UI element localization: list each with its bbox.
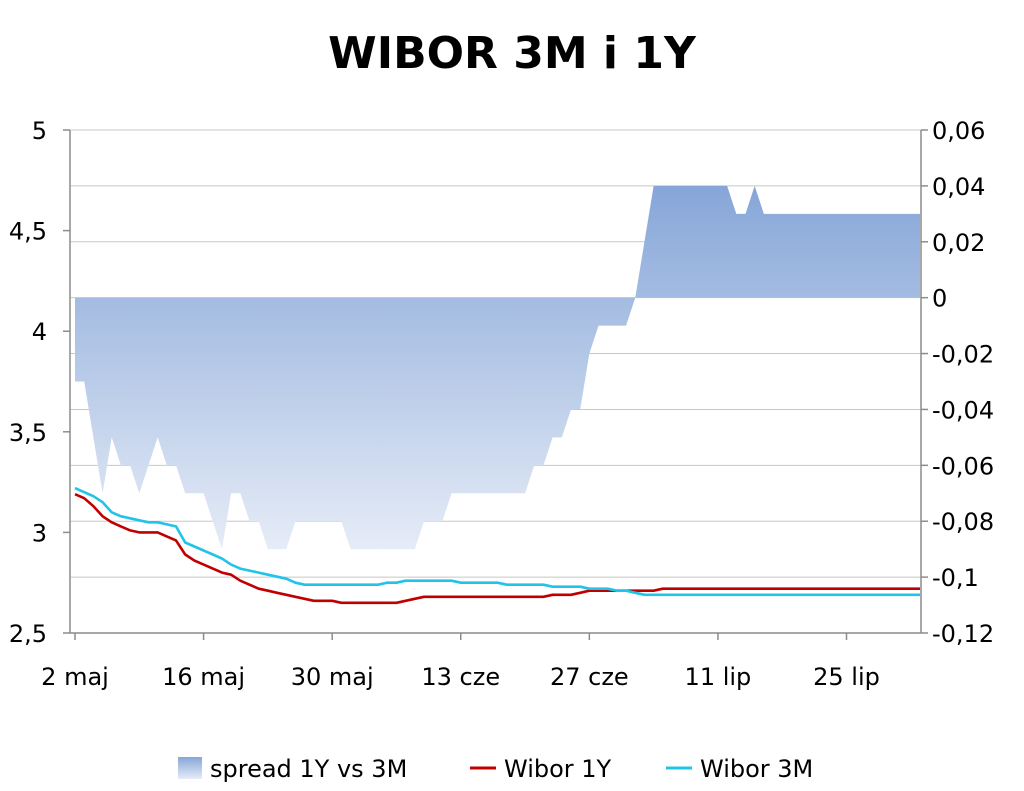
y-right-tick-label: -0,02 — [932, 341, 994, 369]
y-left-tick-label: 3 — [32, 519, 47, 547]
legend-swatch-spread — [178, 757, 202, 779]
legend-label-1: Wibor 1Y — [504, 755, 612, 783]
x-tick-label: 11 lip — [685, 663, 752, 691]
y-right-tick-label: -0,1 — [932, 564, 979, 592]
legend-label-2: Wibor 3M — [700, 755, 813, 783]
x-tick-label: 27 cze — [550, 663, 629, 691]
y-left-tick-label: 5 — [32, 117, 47, 145]
y-left-tick-label: 4 — [32, 318, 47, 346]
y-right-tick-label: -0,06 — [932, 452, 994, 480]
y-right-tick-label: 0 — [932, 285, 947, 313]
y-right-tick-label: -0,12 — [932, 620, 994, 648]
y-left-tick-label: 3,5 — [9, 419, 47, 447]
series-spread-area — [75, 185, 920, 550]
x-tick-label: 16 maj — [162, 663, 245, 691]
y-right-tick-label: 0,02 — [932, 229, 985, 257]
y-left-tick-label: 2,5 — [9, 620, 47, 648]
series-line-1 — [74, 493, 920, 605]
series-line-2 — [74, 486, 920, 597]
x-tick-label: 25 lip — [813, 663, 880, 691]
y-right-tick-label: 0,06 — [932, 117, 985, 145]
chart-title: WIBOR 3M i 1Y — [328, 28, 696, 79]
series-lines — [74, 486, 920, 605]
x-tick-label: 2 maj — [41, 663, 109, 691]
legend-label-0: spread 1Y vs 3M — [210, 755, 407, 783]
x-tick-label: 30 maj — [291, 663, 374, 691]
y-right-tick-label: -0,08 — [932, 508, 994, 536]
y-right-tick-label: -0,04 — [932, 396, 994, 424]
x-tick-label: 13 cze — [421, 663, 500, 691]
y-axis-right-ticks: -0,12 -0,1 -0,08 -0,06 -0,04 -0,02 0 0,02 0,04 0,… — [921, 117, 994, 648]
legend: spread 1Y vs 3M Wibor 1Y Wibor 3M — [178, 755, 813, 783]
y-right-tick-label: 0,04 — [932, 173, 985, 201]
x-axis-ticks: 2 maj 16 maj 30 maj 13 cze 27 cze 11 lip 25 li… — [41, 633, 880, 691]
axes — [69, 130, 922, 634]
y-left-tick-label: 4,5 — [9, 218, 47, 246]
series-area — [75, 185, 920, 550]
y-axis-left-ticks: 2,5 3 3,5 4 4,5 5 — [9, 117, 70, 648]
